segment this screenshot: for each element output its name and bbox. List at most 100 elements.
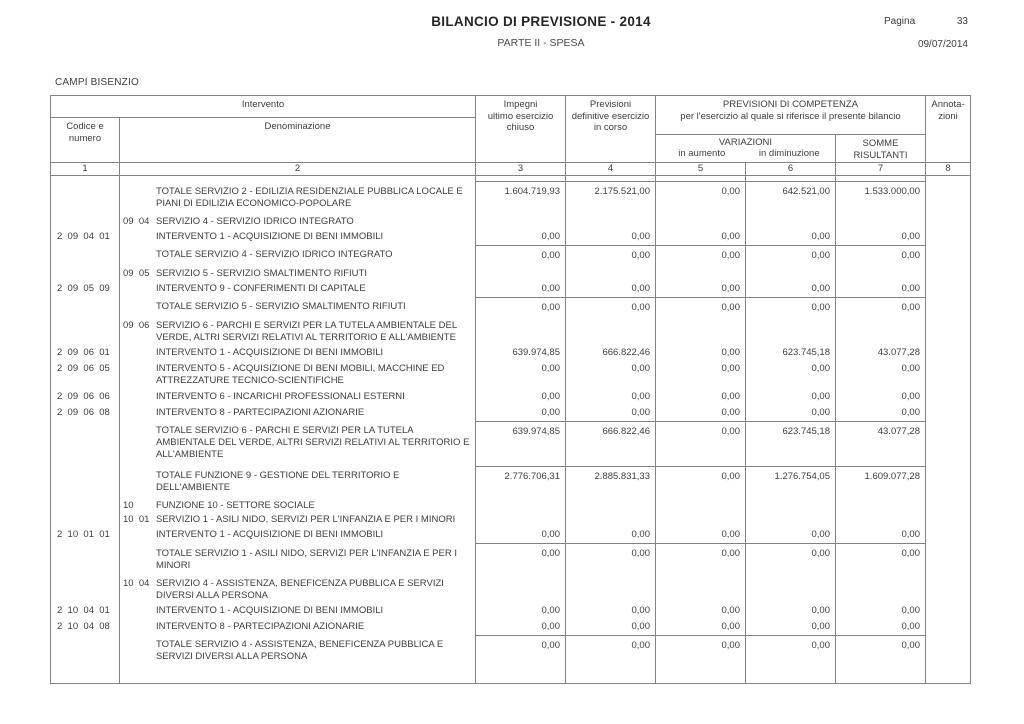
cell-annotazioni <box>925 360 971 389</box>
row-code: 2 09 06 01 <box>50 344 120 361</box>
cell-variazione-aumento: 0,00 <box>655 634 746 668</box>
row-section-code <box>123 231 156 243</box>
cell-previsioni: 666.822,46 <box>565 420 656 466</box>
row-code <box>50 297 120 319</box>
cell-somme-risultanti: 0,00 <box>835 280 926 297</box>
header-somme-line: RISULTANTI <box>853 149 908 161</box>
cell-impegni: 0,00 <box>475 244 566 267</box>
cell-previsioni: 0,00 <box>565 527 656 544</box>
cell-variazione-diminuzione: 0,00 <box>745 280 836 297</box>
page-number-label: Pagina <box>884 16 916 27</box>
cell-somme-risultanti: 0,00 <box>835 527 926 544</box>
page-subtitle: PARTE II - SPESA <box>497 37 585 49</box>
cell-variazione-diminuzione: 0,00 <box>745 404 836 421</box>
column-number: 5 <box>655 162 746 176</box>
cell-variazione-aumento: 0,00 <box>655 388 746 405</box>
header-in-aumento: in aumento <box>678 148 726 159</box>
cell-variazione-diminuzione <box>745 499 836 513</box>
spacer-cell <box>925 175 971 182</box>
cell-variazione-aumento <box>655 266 746 281</box>
row-description: TOTALE SERVIZIO 2 - EDILIZIA RESIDENZIAL… <box>156 185 463 209</box>
header-intervento: Intervento <box>50 95 476 118</box>
cell-impegni: 0,00 <box>475 388 566 405</box>
row-denominazione: TOTALE SERVIZIO 2 - EDILIZIA RESIDENZIAL… <box>119 181 476 215</box>
row-description: SERVIZIO 6 - PARCHI E SERVIZI PER LA TUT… <box>156 319 457 343</box>
cell-variazione-diminuzione <box>745 318 836 345</box>
row-denominazione: INTERVENTO 1 - ACQUISIZIONE DI BENI IMMO… <box>119 344 476 361</box>
row-section-code <box>123 605 156 617</box>
row-denominazione: INTERVENTO 6 - INCARICHI PROFESSIONALI E… <box>119 388 476 405</box>
table-row: TOTALE SERVIZIO 5 - SERVIZIO SMALTIMENTO… <box>50 296 971 319</box>
row-section-code: 10 <box>123 500 134 511</box>
cell-annotazioni <box>925 543 971 577</box>
header-impegni-line: Impegni <box>503 99 538 110</box>
cell-previsioni <box>565 576 656 603</box>
row-description: INTERVENTO 5 - ACQUISIZIONE DI BENI MOBI… <box>156 362 445 386</box>
cell-previsioni: 0,00 <box>565 618 656 635</box>
row-denominazione: TOTALE FUNZIONE 9 - GESTIONE DEL TERRITO… <box>119 466 476 499</box>
cell-impegni <box>475 214 566 229</box>
row-description: INTERVENTO 6 - INCARICHI PROFESSIONALI E… <box>156 390 405 402</box>
cell-annotazioni <box>925 181 971 215</box>
cell-somme-risultanti: 0,00 <box>835 388 926 405</box>
row-code <box>50 543 120 577</box>
cell-somme-risultanti <box>835 576 926 603</box>
row-code <box>50 513 120 527</box>
cell-somme-risultanti: 0,00 <box>835 602 926 619</box>
cell-previsioni: 0,00 <box>565 388 656 405</box>
header-impegni: Impegni ultimo esercizio chiuso <box>475 95 566 163</box>
header-codice-line: numero <box>68 132 102 144</box>
cell-variazione-diminuzione <box>745 214 836 229</box>
cell-impegni <box>475 576 566 603</box>
entity-name: CAMPI BISENZIO <box>55 77 139 88</box>
cell-impegni: 0,00 <box>475 360 566 389</box>
row-code <box>50 635 120 668</box>
cell-impegni <box>475 499 566 513</box>
cell-annotazioni <box>925 421 971 466</box>
row-code: 2 10 04 08 <box>50 618 120 635</box>
cell-previsioni <box>565 318 656 345</box>
filler-cell <box>50 668 120 684</box>
header-denominazione: Denominazione <box>119 117 476 163</box>
table-row: TOTALE SERVIZIO 6 - PARCHI E SERVIZI PER… <box>50 420 971 466</box>
cell-annotazioni <box>925 214 971 229</box>
cell-impegni: 0,00 <box>475 543 566 577</box>
cell-previsioni: 0,00 <box>565 296 656 319</box>
page-title: BILANCIO DI PREVISIONE - 2014 <box>431 14 651 29</box>
filler-cell <box>835 668 926 684</box>
cell-annotazioni <box>925 297 971 319</box>
row-section-code <box>123 407 156 419</box>
row-section-code <box>123 347 156 359</box>
row-description: SERVIZIO 4 - SERVIZIO IDRICO INTEGRATO <box>156 215 354 227</box>
header-impegni-line: chiuso <box>506 122 535 133</box>
cell-impegni <box>475 318 566 345</box>
row-code <box>50 421 120 466</box>
cell-variazione-diminuzione: 623.745,18 <box>745 420 836 466</box>
table-row: 2 09 05 09 INTERVENTO 9 - CONFERIMENTI DI… <box>50 280 971 297</box>
row-description: SERVIZIO 4 - ASSISTENZA, BENEFICENZA PUB… <box>156 577 444 601</box>
table-row: TOTALE SERVIZIO 2 - EDILIZIA RESIDENZIAL… <box>50 181 971 215</box>
row-denominazione: INTERVENTO 9 - CONFERIMENTI DI CAPITALE <box>119 280 476 297</box>
table-row: 2 09 04 01 INTERVENTO 1 - ACQUISIZIONE DI… <box>50 228 971 245</box>
row-denominazione: INTERVENTO 1 - ACQUISIZIONE DI BENI IMMO… <box>119 228 476 245</box>
header-variazioni: VARIAZIONI in aumento in diminuzione <box>655 134 836 163</box>
cell-variazione-aumento <box>655 576 746 603</box>
cell-variazione-diminuzione: 1.276.754,05 <box>745 465 836 499</box>
cell-somme-risultanti <box>835 499 926 513</box>
row-section-code <box>123 186 156 210</box>
header-previsioni-line: Previsioni <box>589 99 632 110</box>
cell-previsioni: 0,00 <box>565 360 656 389</box>
cell-somme-risultanti: 1.609.077,28 <box>835 465 926 499</box>
header-competenza-line: per l'esercizio al quale si riferisce il… <box>680 110 901 122</box>
cell-somme-risultanti: 0,00 <box>835 634 926 668</box>
cell-variazione-aumento <box>655 513 746 527</box>
header-codice-numero: Codice e numero <box>50 117 120 163</box>
column-number-row: 1 2 3 4 5 6 7 8 <box>50 162 971 176</box>
table-row: 10 01 SERVIZIO 1 - ASILI NIDO, SERVIZI PE… <box>50 513 971 527</box>
row-section-code: 09 05 <box>123 267 150 279</box>
row-section-code: 10 04 <box>123 577 150 589</box>
column-number: 2 <box>119 162 476 176</box>
row-section-code <box>123 301 156 313</box>
column-number: 8 <box>925 162 971 176</box>
cell-variazione-aumento: 0,00 <box>655 344 746 361</box>
